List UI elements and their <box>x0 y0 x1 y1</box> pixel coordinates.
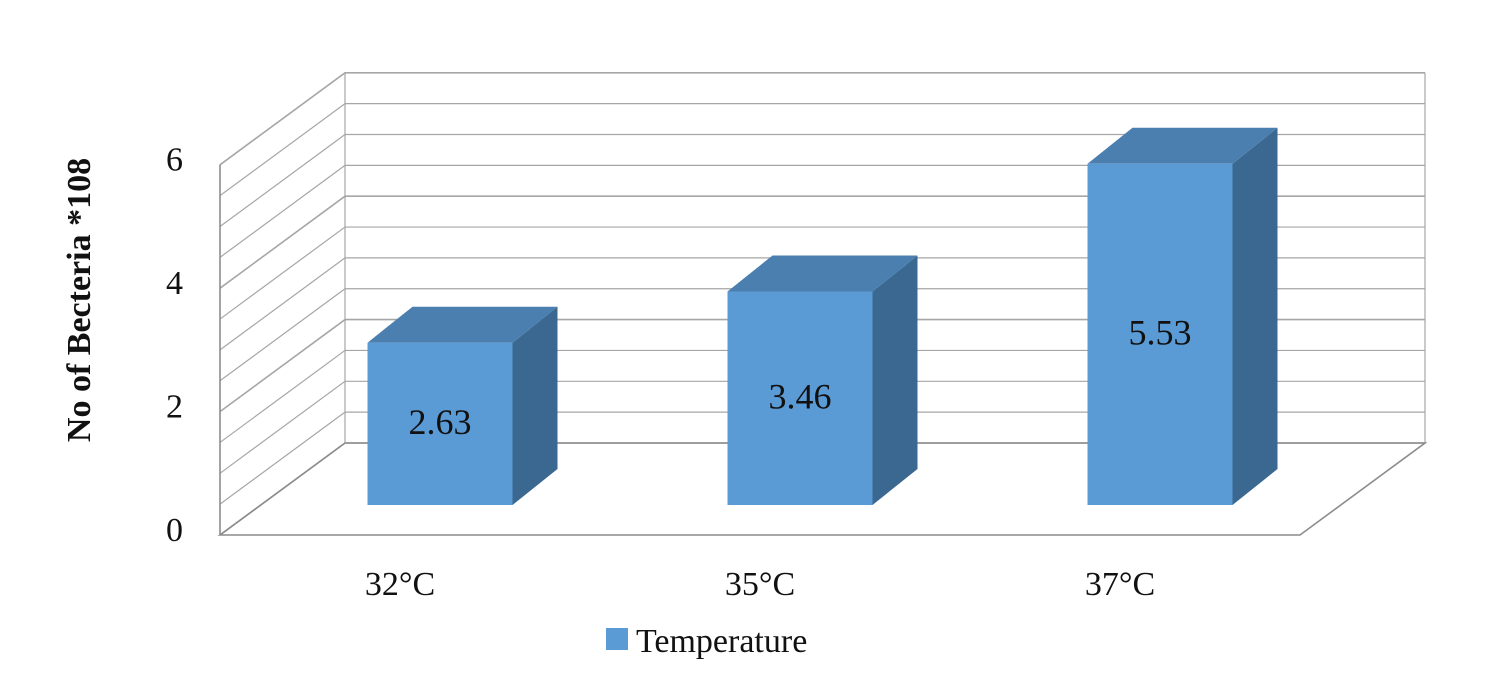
legend-swatch <box>606 628 628 650</box>
bar <box>1087 163 1233 505</box>
y-axis-title: No of Becteria *108 <box>61 158 98 442</box>
y-tick-label: 4 <box>166 265 183 302</box>
bars <box>367 127 1278 505</box>
legend: Temperature <box>606 623 807 660</box>
x-tick-label: 35°C <box>725 566 795 603</box>
y-tick-label: 0 <box>166 512 183 549</box>
legend-label-temperature: Temperature <box>636 623 807 660</box>
data-label: 5.53 <box>1129 313 1192 353</box>
y-tick-label: 6 <box>166 142 183 179</box>
y-tick-label: 2 <box>166 388 183 425</box>
bar-top <box>727 255 918 292</box>
bar-top <box>1087 127 1278 164</box>
bar <box>727 291 873 505</box>
bar-side <box>512 306 558 505</box>
floor <box>217 442 1428 536</box>
data-label: 2.63 <box>409 402 472 442</box>
bar-side <box>1232 127 1278 505</box>
bar-side <box>872 255 918 505</box>
labels: 0 2 4 6 2.63 32°C 3.46 35°C 5.53 37°C <box>166 142 1192 603</box>
bar <box>367 342 513 505</box>
bar-top <box>367 306 558 343</box>
data-label: 3.46 <box>769 377 832 417</box>
x-tick-label: 37°C <box>1085 566 1155 603</box>
axes <box>217 72 1428 536</box>
x-tick-label: 32°C <box>365 566 435 603</box>
